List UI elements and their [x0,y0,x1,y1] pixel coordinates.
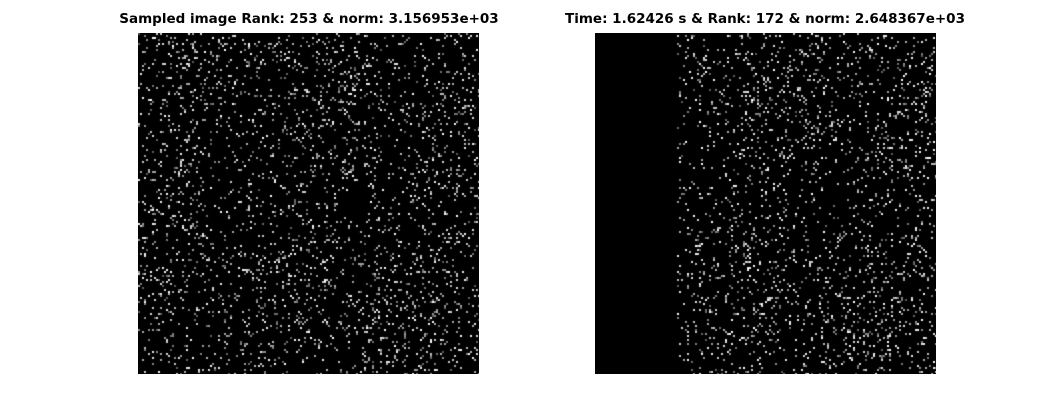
left-panel-title: Sampled image Rank: 253 & norm: 3.156953… [119,11,499,27]
sampled-image [138,33,479,374]
reconstructed-image [595,33,936,374]
right-panel-title: Time: 1.62426 s & Rank: 172 & norm: 2.64… [565,11,965,27]
